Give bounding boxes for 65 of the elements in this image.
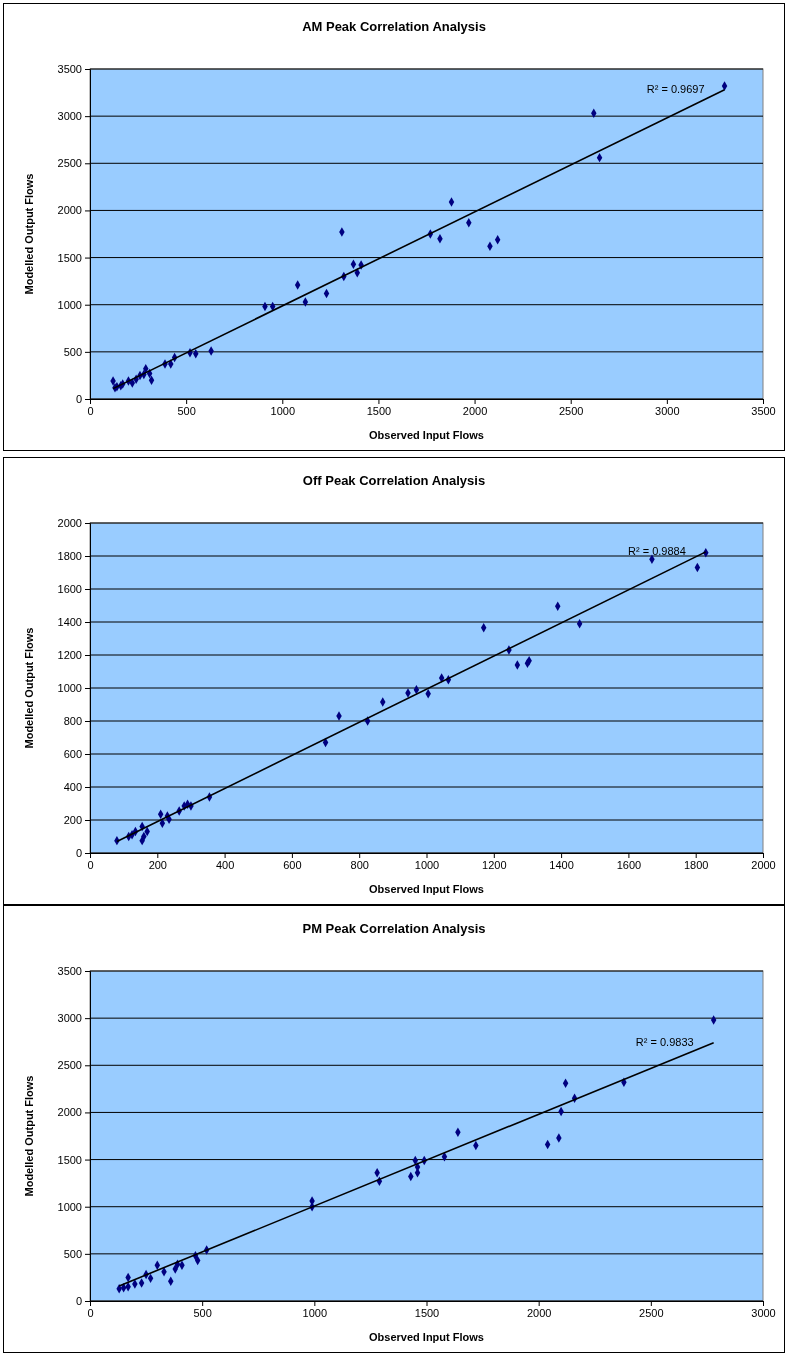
y-tick-label: 1800 (57, 550, 82, 563)
y-tick-label: 1000 (57, 682, 82, 695)
y-tick-label: 3500 (57, 965, 82, 978)
chart-title: PM Peak Correlation Analysis (302, 921, 486, 936)
y-axis-title: Modelled Output Flows (23, 627, 35, 749)
x-tick-label: 2000 (462, 404, 488, 417)
y-tick-label: 600 (63, 748, 82, 761)
x-tick-label: 3000 (655, 404, 680, 417)
y-axis-title: Modelled Output Flows (23, 1075, 35, 1197)
x-tick-label: 1500 (414, 1306, 440, 1319)
y-tick-label: 200 (63, 814, 82, 827)
y-tick-label: 3500 (57, 63, 82, 76)
x-axis-title: Observed Input Flows (369, 429, 484, 441)
x-tick-label: 2000 (751, 858, 776, 871)
y-tick-label: 1600 (57, 583, 82, 596)
chart-title: Off Peak Correlation Analysis (302, 473, 486, 488)
chart-title: AM Peak Correlation Analysis (302, 19, 486, 34)
y-tick-label: 2000 (57, 517, 82, 530)
x-axis-title: Observed Input Flows (369, 1331, 484, 1343)
y-tick-label: 500 (63, 1247, 82, 1260)
x-tick-label: 500 (177, 404, 196, 417)
x-tick-label: 2500 (639, 1306, 664, 1319)
x-tick-label: 1400 (549, 858, 574, 871)
annotation: R² = 0.9697 (646, 82, 705, 95)
x-tick-label: 0 (87, 1306, 94, 1319)
y-tick-label: 500 (63, 345, 82, 358)
x-tick-label: 1200 (482, 858, 507, 871)
y-tick-label: 0 (75, 393, 82, 406)
x-tick-label: 800 (350, 858, 369, 871)
x-tick-label: 1000 (270, 404, 296, 417)
x-tick-label: 1600 (616, 858, 642, 871)
y-tick-label: 2500 (57, 1059, 82, 1072)
x-tick-label: 1000 (414, 858, 440, 871)
y-tick-label: 3000 (57, 1012, 82, 1025)
y-axis-title: Modelled Output Flows (23, 173, 35, 295)
y-tick-label: 3000 (57, 110, 82, 123)
x-tick-label: 2500 (558, 404, 584, 417)
x-tick-label: 600 (283, 858, 302, 871)
y-tick-label: 1000 (57, 1200, 82, 1213)
y-tick-label: 800 (63, 715, 82, 728)
y-tick-label: 1000 (57, 298, 82, 311)
x-tick-label: 0 (87, 858, 94, 871)
x-tick-label: 1500 (366, 404, 392, 417)
y-tick-label: 400 (63, 781, 82, 794)
y-tick-label: 1400 (57, 616, 82, 629)
x-axis-title: Observed Input Flows (369, 883, 484, 895)
x-tick-label: 1000 (302, 1306, 328, 1319)
x-tick-label: 1800 (683, 858, 709, 871)
x-tick-label: 200 (148, 858, 167, 871)
y-tick-label: 2000 (57, 204, 82, 217)
x-tick-label: 0 (87, 404, 94, 417)
y-tick-label: 1500 (57, 1153, 82, 1166)
y-tick-label: 1500 (57, 251, 82, 264)
y-tick-label: 2000 (57, 1106, 82, 1119)
y-tick-label: 0 (75, 1295, 82, 1308)
annotation: R² = 0.9884 (628, 544, 686, 557)
y-tick-label: 1200 (57, 649, 82, 662)
x-tick-label: 3000 (751, 1306, 776, 1319)
y-tick-label: 2500 (57, 157, 82, 170)
x-tick-label: 500 (193, 1306, 212, 1319)
y-tick-label: 0 (75, 847, 82, 860)
x-tick-label: 3500 (751, 404, 776, 417)
annotation: R² = 0.9833 (635, 1035, 694, 1048)
x-tick-label: 400 (215, 858, 235, 871)
x-tick-label: 2000 (526, 1306, 552, 1319)
